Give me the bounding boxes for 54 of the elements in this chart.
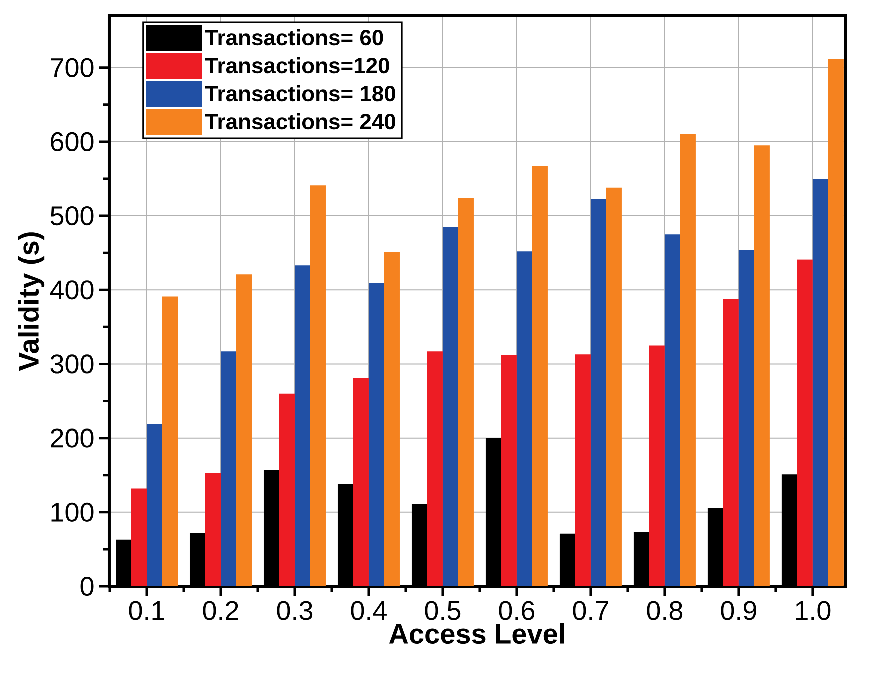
legend-label: Transactions=120 [205,57,390,74]
bar [236,274,252,586]
bar [664,234,680,586]
bar [606,188,622,586]
y-tick-label: 600 [51,132,94,152]
bar [754,146,770,586]
x-tick-label: 0.3 [277,601,313,620]
bar [501,355,517,586]
bar [797,260,813,586]
x-tick-label: 0.1 [129,601,164,620]
y-tick-label: 200 [51,428,94,448]
bar [532,166,548,586]
x-tick-label: 1.0 [796,601,831,620]
y-tick-label: 400 [50,280,94,300]
bar [680,134,696,586]
bar [368,283,384,586]
x-tick-label: 0.9 [721,601,756,620]
y-axis-title: Validity (s) [18,232,45,372]
y-tick-label: 0 [80,576,94,596]
bar [723,299,739,586]
bar [590,199,606,586]
legend-label: Transactions= 240 [205,113,396,130]
x-tick-label: 0.6 [499,601,535,620]
bar [147,424,162,586]
x-tick-label: 0.5 [425,601,461,620]
bar [279,394,295,586]
bar [828,58,844,586]
bar [649,346,665,586]
bar [575,354,591,586]
bar [516,252,532,586]
y-tick-label: 300 [50,354,94,374]
bar [205,473,221,586]
bar [310,186,326,586]
bar [427,352,443,586]
y-tick-label: 100 [52,502,94,522]
bar [458,198,474,586]
y-tick-label: 700 [51,58,94,78]
legend-label: Transactions= 180 [205,85,396,102]
x-tick-label: 0.2 [203,601,238,620]
x-tick-label: 0.4 [351,601,387,620]
bar [162,296,178,586]
bar [384,252,400,586]
bar [132,488,148,586]
y-tick-label: 500 [50,206,94,226]
bar [220,352,236,586]
bar [738,250,754,586]
bar [812,179,828,586]
x-axis-title: Access Level [389,623,564,644]
bar [294,266,310,586]
x-tick-label: 0.8 [647,601,683,620]
x-tick-label: 0.7 [573,601,608,620]
bar [353,378,369,586]
bar [442,227,458,586]
legend-label: Transactions= 60 [205,29,384,46]
